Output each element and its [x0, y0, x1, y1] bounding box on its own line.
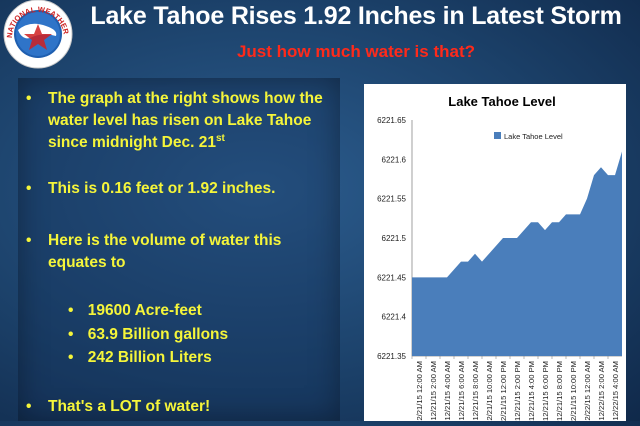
x-tick-label: 12/22/15 4:00 AM [611, 361, 620, 421]
bullet-4-text: That's a LOT of water! [48, 398, 211, 415]
x-tick-label: 12/21/15 4:00 PM [527, 361, 536, 421]
bullet-3-text: Here is the volume of water this equates… [48, 232, 282, 271]
x-tick-label: 12/21/15 6:00 AM [457, 361, 466, 421]
x-tick-label: 12/21/15 6:00 PM [541, 361, 550, 421]
legend: Lake Tahoe Level [494, 132, 563, 141]
x-tick-label: 12/21/15 12:00 PM [499, 361, 508, 421]
nws-logo: NATIONAL WEATHER SERVICE [2, 0, 73, 69]
plot-area [412, 151, 622, 356]
bullet-marker: • [26, 398, 32, 415]
page-title: Lake Tahoe Rises 1.92 Inches in Latest S… [90, 2, 622, 30]
y-tick-label: 6221.6 [382, 155, 407, 164]
bullet-2-text: This is 0.16 feet or 1.92 inches. [48, 180, 276, 197]
bullet-marker: • [26, 90, 32, 107]
y-tick-label: 6221.45 [377, 273, 406, 282]
chart-title: Lake Tahoe Level [448, 94, 555, 109]
x-tick-label: 12/21/15 8:00 AM [471, 361, 480, 421]
bullet-panel [18, 78, 340, 421]
sub-bullet-3: • 242 Billion Liters [68, 347, 212, 369]
y-axis: 6221.65 6221.6 6221.55 6221.5 6221.45 6221.4 6… [377, 116, 413, 361]
x-tick-label: 12/21/15 2:00 PM [513, 361, 522, 421]
x-tick-label: 12/21/15 10:00 AM [485, 361, 494, 421]
y-tick-label: 6221.65 [377, 116, 406, 125]
bullet-1-superscript: st [215, 133, 225, 144]
sub-bullet-2-text: 63.9 Billion gallons [87, 326, 229, 343]
legend-swatch [494, 132, 501, 139]
series-area-lake-tahoe-level [412, 151, 622, 356]
x-tick-label: 12/21/15 12:00 AM [415, 361, 424, 421]
sub-bullet-marker: • [68, 349, 74, 366]
y-tick-label: 6221.5 [382, 234, 407, 243]
y-tick-label: 6221.55 [377, 195, 406, 204]
x-tick-label: 12/21/15 10:00 PM [569, 361, 578, 421]
x-tick-label: 12/21/15 4:00 AM [443, 361, 452, 421]
x-tick-label: 12/22/15 2:00 AM [597, 361, 606, 421]
page-subtitle: Just how much water is that? [236, 42, 476, 61]
bullet-1-text: The graph at the right shows how the wat… [48, 90, 323, 151]
bullet-marker: • [26, 232, 32, 249]
sub-bullet-marker: • [68, 302, 74, 319]
x-tick-label: 12/21/15 8:00 PM [555, 361, 564, 421]
sub-bullet-2: • 63.9 Billion gallons [68, 324, 228, 346]
sub-bullet-1-text: 19600 Acre-feet [87, 302, 202, 319]
x-tick-label: 12/21/15 2:00 AM [429, 361, 438, 421]
sub-bullet-3-text: 242 Billion Liters [87, 349, 212, 366]
sub-bullet-marker: • [68, 326, 74, 343]
legend-label: Lake Tahoe Level [504, 132, 563, 141]
sub-bullet-1: • 19600 Acre-feet [68, 300, 202, 322]
chart-container: Lake Tahoe Level 6221.65 6221.6 6221.55 622… [364, 84, 626, 425]
y-tick-label: 6221.4 [382, 313, 407, 322]
x-axis: 12/21/15 12:00 AM 12/21/15 2:00 AM 12/21/1… [411, 355, 622, 425]
bullet-marker: • [26, 180, 32, 197]
y-tick-label: 6221.35 [377, 352, 406, 361]
x-tick-label: 12/22/15 12:00 AM [583, 361, 592, 421]
lake-level-chart: Lake Tahoe Level 6221.656221.66221.55622… [377, 94, 622, 425]
